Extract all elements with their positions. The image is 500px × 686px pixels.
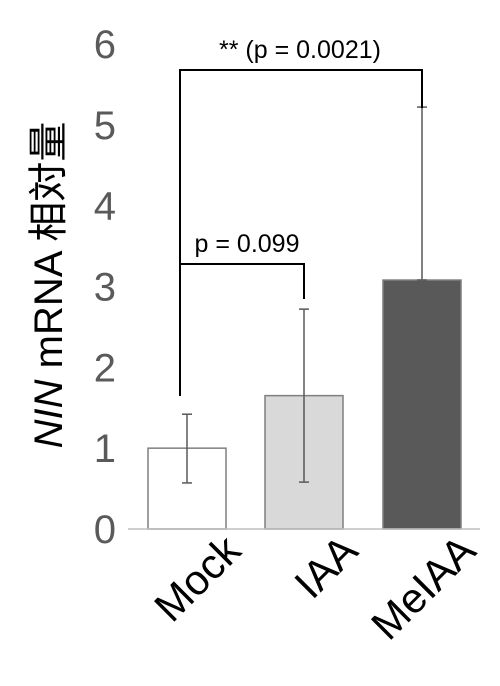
error-bar [417,106,427,281]
category-label: Mock [145,525,250,630]
category-label: MeIAA [362,526,484,648]
y-axis-label-gene: NIN [27,379,71,448]
y-tick-label: 0 [94,508,116,552]
y-tick-label: 4 [94,185,116,229]
y-tick-label: 1 [94,427,116,471]
p-value-label: ** (p = 0.0021) [219,36,381,64]
y-tick-label: 6 [94,23,116,67]
error-bars [182,106,427,484]
y-tick-label: 3 [94,266,116,310]
y-tick-label: 2 [94,346,116,390]
y-axis-label: NIN mRNA 相対量 [27,122,71,449]
error-bar [182,413,192,484]
y-axis: 0 1 2 3 4 5 6 [94,23,116,552]
significance-annotations: p = 0.099 ** (p = 0.0021) [179,36,423,396]
p-value-label: p = 0.099 [195,230,300,258]
bar-meiaa [382,279,462,530]
error-bar [299,308,309,483]
y-axis-label-rest: mRNA 相対量 [27,122,71,380]
significance-bracket: ** (p = 0.0021) [179,36,423,396]
bracket-line [179,69,423,396]
bracket-line [179,263,305,396]
y-tick-label: 5 [94,104,116,148]
category-label: IAA [285,526,366,607]
significance-bracket: p = 0.099 [179,230,305,396]
